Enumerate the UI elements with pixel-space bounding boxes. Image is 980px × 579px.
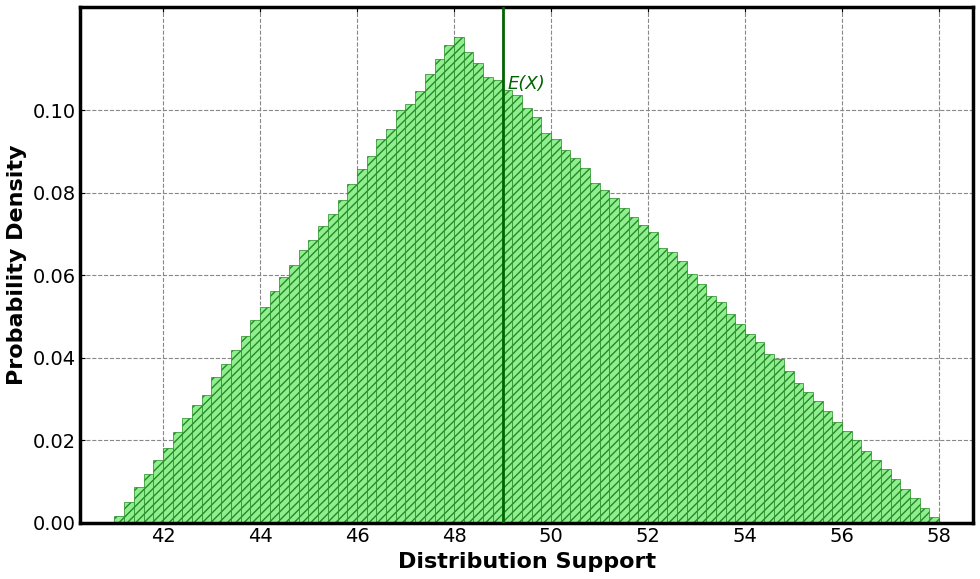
Bar: [212, 377, 221, 523]
Bar: [813, 401, 822, 523]
Bar: [231, 350, 240, 523]
Bar: [124, 502, 134, 523]
Bar: [425, 74, 434, 523]
Bar: [570, 158, 580, 523]
Bar: [406, 104, 416, 523]
Bar: [337, 200, 347, 523]
Bar: [832, 422, 842, 523]
Bar: [318, 226, 328, 523]
Bar: [202, 395, 212, 523]
Bar: [250, 320, 260, 523]
Bar: [619, 208, 628, 523]
Bar: [697, 284, 707, 523]
Bar: [929, 517, 939, 523]
Bar: [541, 133, 551, 523]
Bar: [163, 448, 172, 523]
Bar: [531, 118, 541, 523]
Bar: [270, 291, 279, 523]
Bar: [561, 149, 570, 523]
Text: E(X): E(X): [508, 75, 545, 93]
Bar: [153, 460, 163, 523]
Bar: [396, 110, 406, 523]
Bar: [493, 79, 503, 523]
Bar: [444, 45, 454, 523]
Bar: [483, 77, 493, 523]
Bar: [842, 431, 852, 523]
Bar: [376, 138, 386, 523]
Bar: [628, 217, 638, 523]
Bar: [503, 90, 513, 523]
Bar: [687, 274, 697, 523]
Bar: [852, 439, 861, 523]
X-axis label: Distribution Support: Distribution Support: [398, 552, 656, 572]
Bar: [638, 225, 648, 523]
Bar: [822, 411, 832, 523]
Bar: [774, 360, 784, 523]
Bar: [192, 405, 202, 523]
Bar: [309, 240, 318, 523]
Bar: [755, 342, 764, 523]
Bar: [648, 232, 658, 523]
Bar: [416, 90, 425, 523]
Bar: [172, 432, 182, 523]
Bar: [328, 214, 337, 523]
Bar: [551, 139, 561, 523]
Bar: [434, 59, 444, 523]
Bar: [473, 63, 483, 523]
Bar: [745, 334, 755, 523]
Bar: [677, 261, 687, 523]
Bar: [386, 129, 396, 523]
Bar: [367, 156, 376, 523]
Bar: [143, 474, 153, 523]
Bar: [454, 38, 464, 523]
Bar: [861, 450, 871, 523]
Bar: [464, 53, 473, 523]
Bar: [871, 460, 881, 523]
Bar: [221, 364, 231, 523]
Bar: [881, 469, 891, 523]
Bar: [289, 265, 299, 523]
Bar: [115, 516, 124, 523]
Bar: [347, 184, 357, 523]
Bar: [610, 197, 619, 523]
Bar: [891, 479, 901, 523]
Bar: [658, 248, 667, 523]
Bar: [513, 94, 522, 523]
Bar: [794, 383, 804, 523]
Bar: [804, 392, 813, 523]
Bar: [919, 508, 929, 523]
Bar: [279, 277, 289, 523]
Bar: [260, 307, 270, 523]
Bar: [735, 324, 745, 523]
Bar: [240, 336, 250, 523]
Bar: [522, 108, 531, 523]
Bar: [764, 354, 774, 523]
Bar: [600, 190, 610, 523]
Bar: [580, 168, 590, 523]
Bar: [707, 296, 716, 523]
Bar: [590, 184, 600, 523]
Bar: [134, 488, 143, 523]
Bar: [299, 250, 309, 523]
Bar: [910, 498, 919, 523]
Y-axis label: Probability Density: Probability Density: [7, 145, 26, 385]
Bar: [182, 418, 192, 523]
Bar: [784, 371, 794, 523]
Bar: [667, 251, 677, 523]
Bar: [716, 302, 725, 523]
Bar: [725, 314, 735, 523]
Bar: [357, 169, 367, 523]
Bar: [901, 489, 910, 523]
